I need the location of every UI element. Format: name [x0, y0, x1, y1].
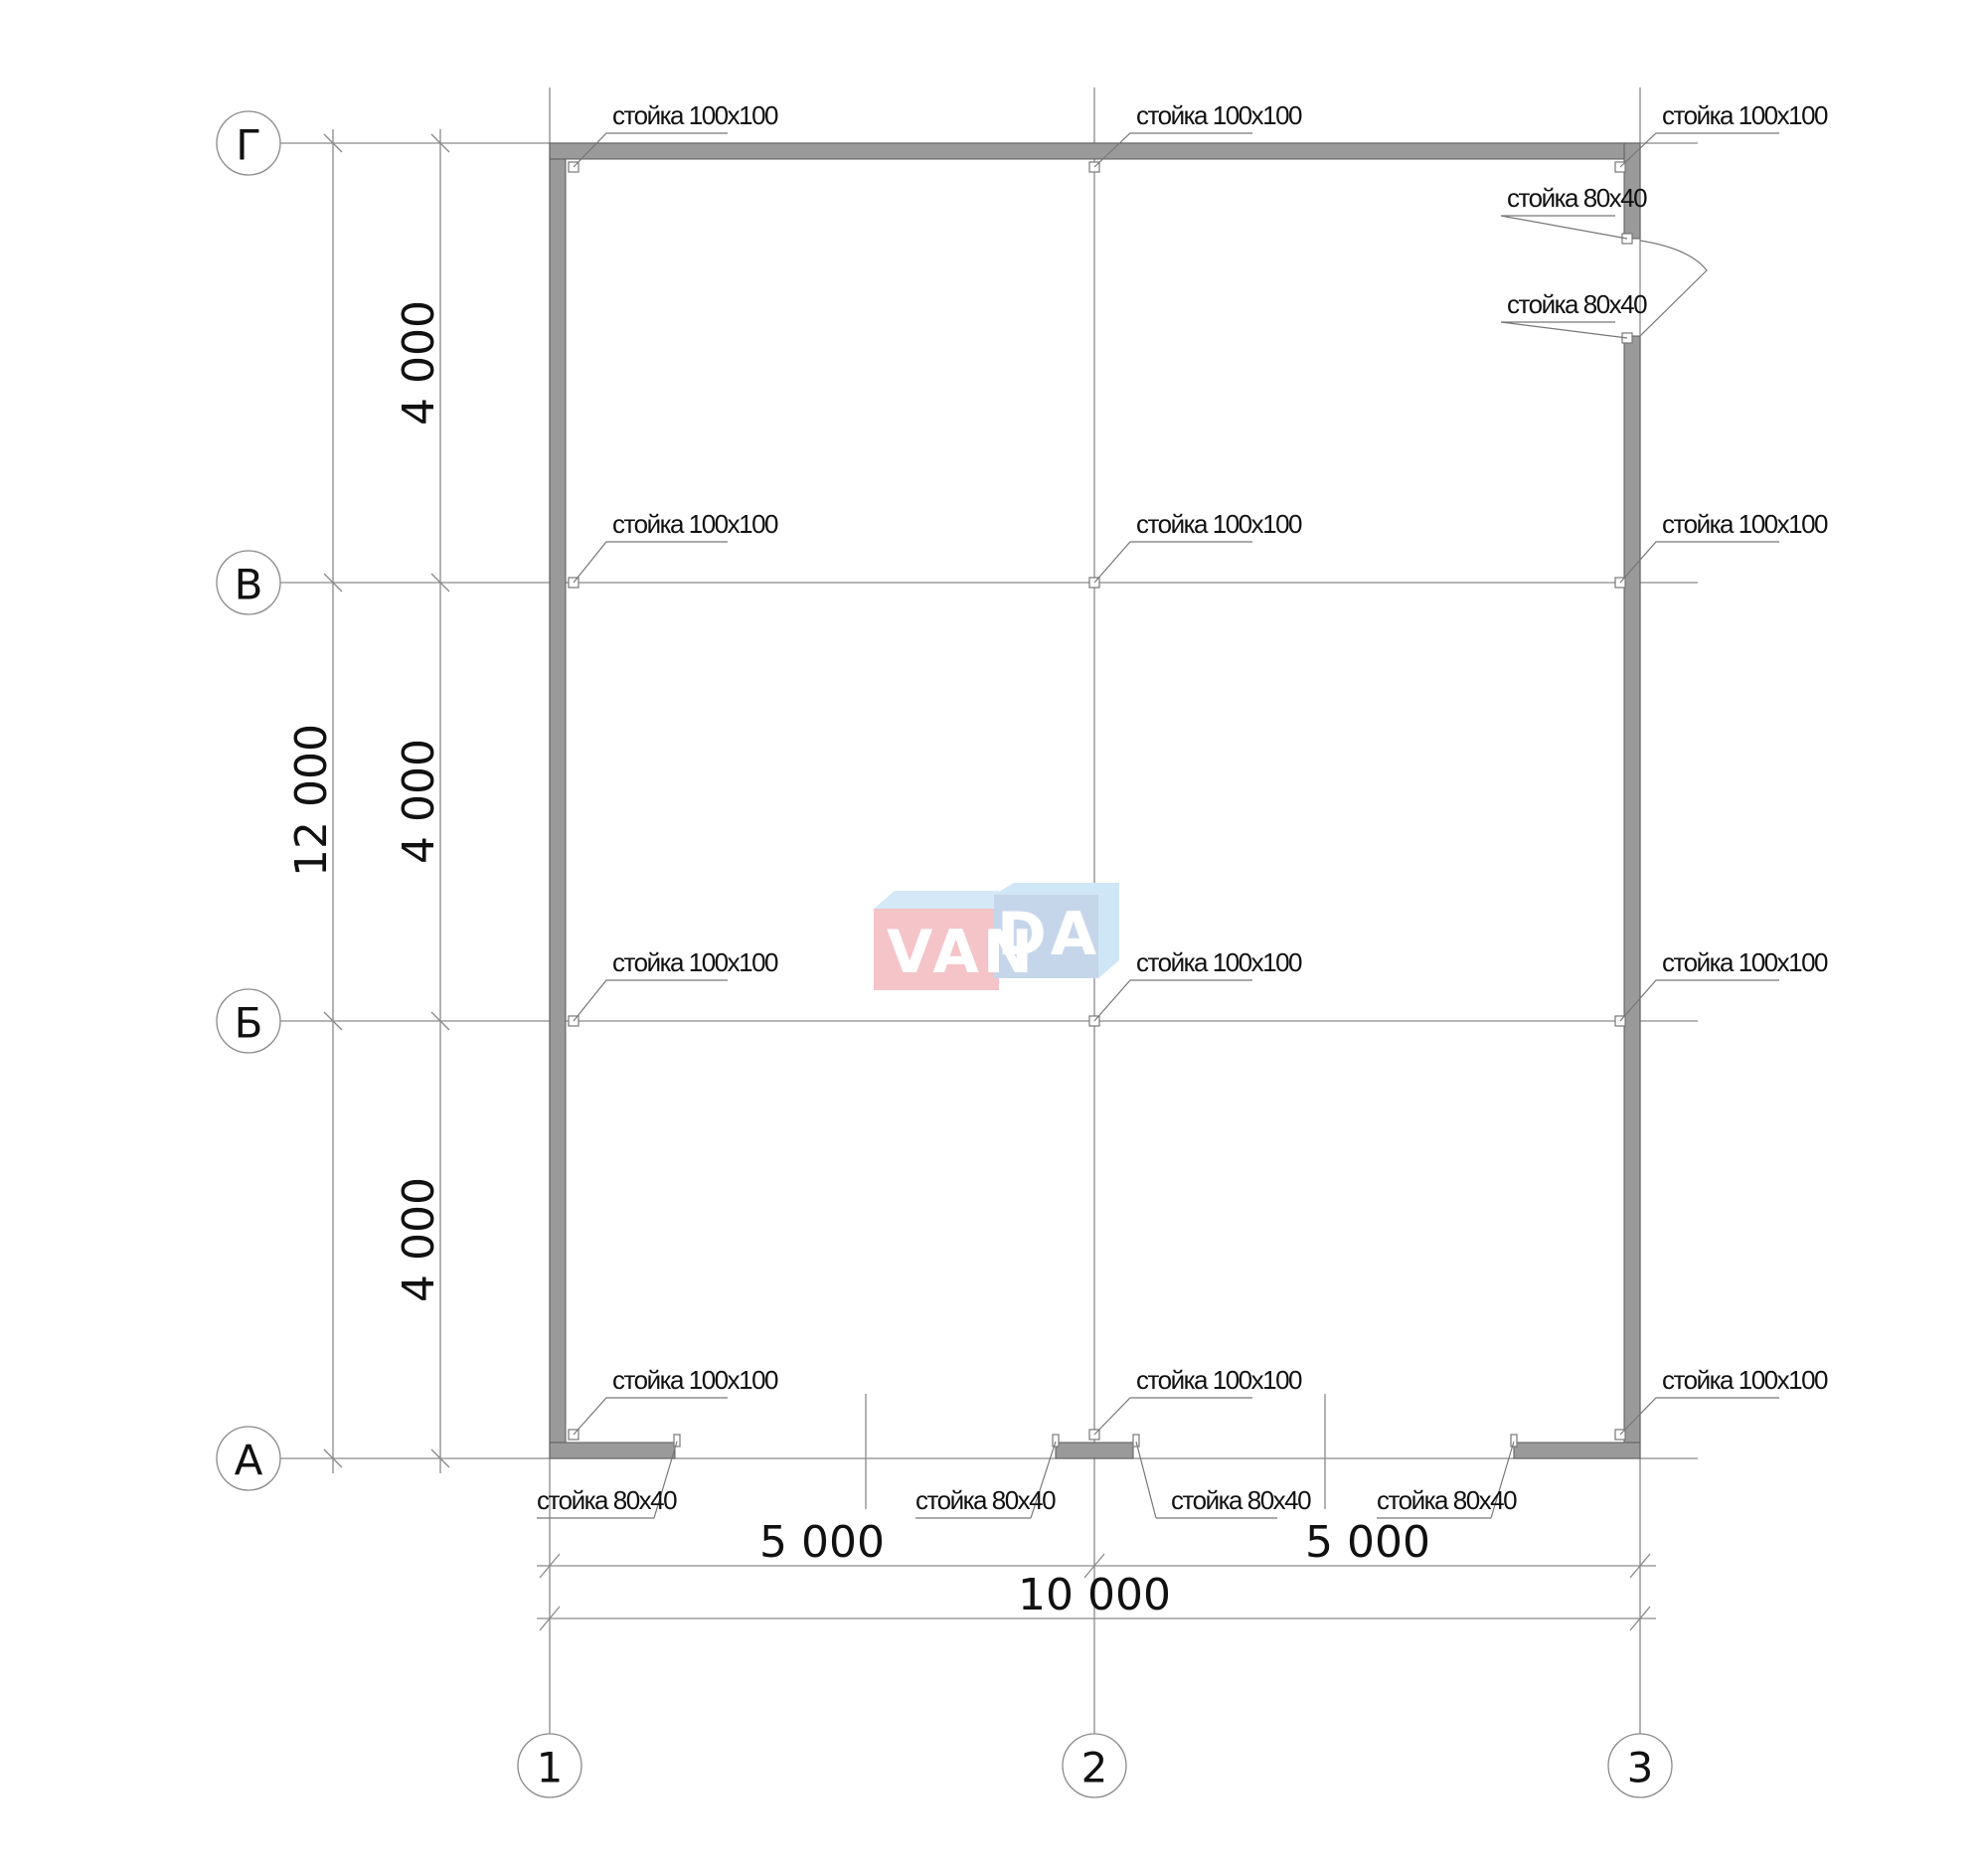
dimension-tick	[1629, 1606, 1651, 1631]
axis-label-column: 2	[1081, 1744, 1108, 1792]
label-post-80x40: стойка 80х40	[537, 1485, 677, 1515]
vanda-watermark-logo: VAN DA	[874, 883, 1119, 990]
leader-line	[1377, 1441, 1515, 1519]
wall-segment	[1513, 1442, 1641, 1459]
dimension-tick	[430, 573, 450, 593]
label-post-100x100: стойка 100х100	[612, 100, 778, 130]
walls	[549, 142, 1708, 1459]
label-post-100x100: стойка 100х100	[1136, 509, 1302, 539]
dimension-tick	[539, 1553, 561, 1579]
axis-label-column: 1	[537, 1744, 564, 1792]
label-post-100x100: стойка 100х100	[612, 509, 778, 539]
dimension-tick	[1629, 1553, 1651, 1579]
leader-line	[573, 132, 728, 168]
axis-bubble-row	[216, 1426, 281, 1491]
axis-label-row: В	[235, 561, 263, 609]
dimension-tick	[323, 133, 343, 153]
axis-bubble-column	[517, 1733, 582, 1798]
post-marker	[1132, 1434, 1140, 1447]
leader-line	[1093, 541, 1252, 584]
dim-vertical-1: 4 000	[394, 300, 444, 425]
wall-segment	[549, 142, 1641, 160]
dimension-tick	[430, 1011, 450, 1031]
dimension-tick	[430, 1448, 450, 1468]
axis-bubble-row	[216, 110, 281, 176]
watermark-text-left: VAN	[887, 918, 1037, 987]
label-post-80x40: стойка 80х40	[915, 1485, 1056, 1515]
dimension-lines	[323, 129, 1656, 1631]
dim-vertical-total: 12 000	[286, 724, 337, 877]
dimension-texts: 4 000 4 000 4 000 12 000 5 000 5 000 10 …	[286, 300, 1430, 1620]
dimension-tick	[430, 133, 450, 153]
dim-vertical-2: 4 000	[394, 739, 444, 864]
label-post-100x100: стойка 100х100	[1662, 1365, 1828, 1395]
label-post-100x100: стойка 100х100	[1662, 947, 1828, 977]
label-post-100x100: стойка 100х100	[1662, 100, 1828, 130]
dimension-tick	[539, 1606, 561, 1631]
leader-line	[1500, 215, 1628, 240]
post-marker	[1510, 1434, 1518, 1447]
leader-line	[915, 1441, 1057, 1519]
dim-vertical-3: 4 000	[394, 1177, 444, 1302]
leader-line	[1619, 541, 1779, 584]
label-post-100x100: стойка 100х100	[1136, 100, 1302, 130]
dim-horizontal-total: 10 000	[1018, 1570, 1171, 1620]
dimension-tick	[323, 1448, 343, 1468]
leader-line	[573, 979, 728, 1022]
label-post-80x40: стойка 80х40	[1507, 183, 1647, 213]
leader-line	[1619, 979, 1779, 1022]
axis-label-row: Г	[236, 121, 261, 170]
dimension-tick	[323, 1011, 343, 1031]
wall-segment	[1055, 1442, 1134, 1459]
axis-bubble-column	[1607, 1733, 1673, 1798]
axis-bubble-row	[216, 988, 281, 1054]
leader-line	[1093, 1397, 1252, 1436]
leader-line	[1135, 1441, 1277, 1519]
axis-bubble-row	[216, 550, 281, 615]
dim-horizontal-1: 5 000	[759, 1517, 885, 1568]
leader-line	[1619, 1397, 1779, 1436]
leader-line	[573, 1397, 728, 1436]
post-marker	[673, 1434, 681, 1447]
label-post-80x40: стойка 80х40	[1507, 289, 1647, 319]
dim-horizontal-2: 5 000	[1305, 1517, 1430, 1568]
leader-line	[1619, 132, 1779, 168]
label-post-100x100: стойка 100х100	[1136, 947, 1302, 977]
leader-line	[537, 1441, 678, 1519]
label-post-80x40: стойка 80х40	[1171, 1485, 1311, 1515]
leader-line	[1093, 132, 1252, 168]
grid-axes: Г В Б А 1 2 3	[216, 87, 1698, 1798]
wall-segment	[549, 1442, 676, 1459]
axis-bubble-column	[1062, 1733, 1127, 1798]
post-labels: стойка 100х100 стойка 100х100 стойка 100х1…	[537, 100, 1830, 1519]
label-post-100x100: стойка 100х100	[612, 947, 778, 977]
label-post-80x40: стойка 80х40	[1377, 1485, 1517, 1515]
label-post-100x100: стойка 100х100	[1662, 509, 1828, 539]
leader-line	[1500, 321, 1628, 339]
wall-segment	[549, 142, 567, 1459]
dimension-tick	[323, 573, 343, 593]
label-post-100x100: стойка 100х100	[1136, 1365, 1302, 1395]
leader-line	[1093, 979, 1252, 1022]
leader-line	[573, 541, 728, 584]
dimension-tick	[1083, 1553, 1105, 1579]
axis-label-column: 3	[1627, 1744, 1654, 1792]
axis-label-row: Б	[235, 999, 263, 1048]
wall-segment	[1623, 335, 1641, 1459]
post-marker	[1052, 1434, 1060, 1447]
axis-label-row: А	[235, 1437, 263, 1485]
door-swing	[1639, 240, 1708, 337]
label-post-100x100: стойка 100х100	[612, 1365, 778, 1395]
watermark-text-right: DA	[997, 900, 1100, 969]
